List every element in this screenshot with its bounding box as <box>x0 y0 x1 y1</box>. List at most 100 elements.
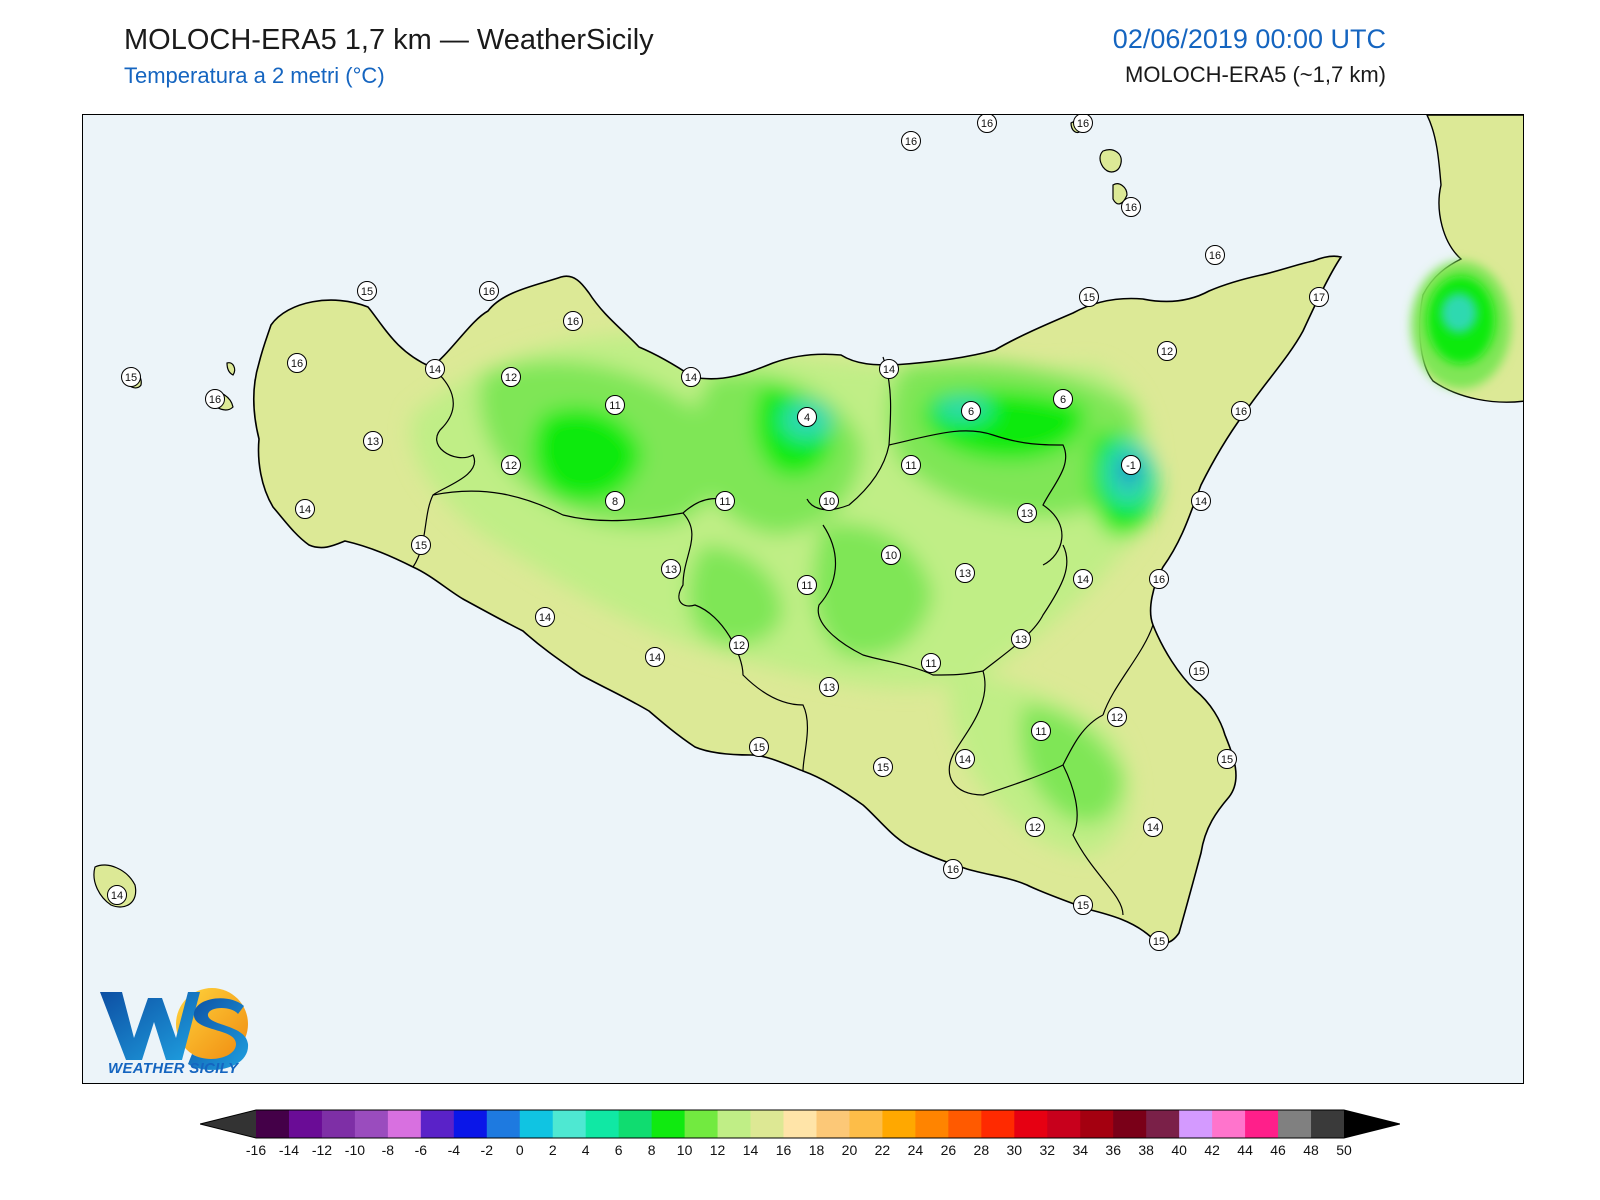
station-value-sicani: 8 <box>605 491 625 511</box>
svg-text:14: 14 <box>429 364 441 376</box>
colorbar-cell <box>585 1110 620 1138</box>
weather-sicily-logo <box>100 988 249 1070</box>
station-value-piazza: 13 <box>1011 629 1031 649</box>
colorbar-tick-label: -2 <box>480 1142 494 1158</box>
map-title: MOLOCH-ERA5 1,7 km — WeatherSicily <box>124 24 654 56</box>
station-labels: 16 16 16 16 16 17 15 12 15 16 16 16 15 16 14 12 14 14 4 11 6… <box>107 115 1329 951</box>
station-value-messina: 17 <box>1309 287 1329 307</box>
station-value-canicatti: 13 <box>819 677 839 697</box>
colorbar-cell <box>552 1110 587 1138</box>
station-value-palermo-n: 16 <box>479 281 499 301</box>
colorbar-tick-label: 4 <box>581 1142 590 1158</box>
colorbar-tick-label: 40 <box>1171 1142 1187 1158</box>
svg-text:8: 8 <box>612 496 618 508</box>
svg-text:13: 13 <box>367 436 379 448</box>
station-value-palazzolo: 12 <box>1107 707 1127 727</box>
svg-text:16: 16 <box>981 118 993 130</box>
colorbar-cell <box>387 1110 422 1138</box>
station-value-termini: 14 <box>681 367 701 387</box>
svg-text:15: 15 <box>877 762 889 774</box>
colorbar-tick-label: 26 <box>940 1142 957 1158</box>
station-value-stromboli: 16 <box>1073 115 1093 133</box>
colorbar-cell <box>651 1110 686 1138</box>
svg-text:16: 16 <box>1235 406 1247 418</box>
svg-text:14: 14 <box>959 754 971 766</box>
station-value-trapani-e: 14 <box>425 359 445 379</box>
colorbar-tick-label: 34 <box>1072 1142 1089 1158</box>
station-value-alcamo: 12 <box>501 455 521 475</box>
station-value-enna: 10 <box>881 545 901 565</box>
station-value-pantelleria: 14 <box>107 885 127 905</box>
svg-text:16: 16 <box>209 394 221 406</box>
colorbar-tick-label: -4 <box>447 1142 461 1158</box>
ws-s-icon <box>188 998 249 1070</box>
colorbar-cell <box>849 1110 883 1138</box>
colorbar-cell <box>1047 1110 1081 1138</box>
colorbar-cell <box>1311 1110 1345 1138</box>
svg-text:10: 10 <box>885 550 897 562</box>
svg-text:11: 11 <box>609 400 620 412</box>
station-value-pozzallo: 15 <box>1073 895 1093 915</box>
colorbar-cell <box>1080 1110 1114 1138</box>
colorbar-tick-label: 36 <box>1105 1142 1121 1158</box>
svg-text:15: 15 <box>1083 292 1095 304</box>
svg-text:16: 16 <box>905 136 917 148</box>
colorbar-over-arrow <box>1344 1110 1400 1138</box>
colorbar-tick-label: 44 <box>1237 1142 1253 1158</box>
station-value-siracusa: 15 <box>1217 749 1237 769</box>
colorbar-tick-label: 18 <box>808 1142 825 1158</box>
header-left: MOLOCH-ERA5 1,7 km — WeatherSicily Tempe… <box>124 24 654 89</box>
station-value-madonie: 4 <box>797 407 817 427</box>
station-value-etna: -1 <box>1121 455 1141 475</box>
svg-text:15: 15 <box>1077 900 1089 912</box>
station-value-cefalu: 14 <box>879 359 899 379</box>
station-value-s-vito: 15 <box>357 281 377 301</box>
station-value-nicosia: 11 <box>901 455 921 475</box>
model-label: MOLOCH-ERA5 (~1,7 km) <box>1125 62 1386 87</box>
colorbar-tick-label: 12 <box>709 1142 726 1158</box>
station-value-partinico: 12 <box>501 367 521 387</box>
valid-datetime: 02/06/2019 00:00 UTC <box>1112 24 1386 54</box>
station-value-lipari-n1: 16 <box>901 131 921 151</box>
colorbar-cell <box>948 1110 982 1138</box>
svg-text:13: 13 <box>665 564 677 576</box>
colorbar-tick-label: 38 <box>1138 1142 1154 1158</box>
header-right: 02/06/2019 00:00 UTC MOLOCH-ERA5 (~1,7 k… <box>1113 24 1386 88</box>
station-value-gela: 14 <box>955 749 975 769</box>
svg-text:12: 12 <box>1111 712 1123 724</box>
temperature-map[interactable]: 16 16 16 16 16 17 15 12 15 16 16 16 15 16 14 12 14 14 4 11 6… <box>82 114 1524 1084</box>
colorbar-cell <box>915 1110 949 1138</box>
svg-text:16: 16 <box>1125 202 1137 214</box>
station-value-agrigento: 15 <box>749 737 769 757</box>
svg-text:14: 14 <box>1195 496 1207 508</box>
station-value-nebrodi-e: 6 <box>1053 389 1073 409</box>
colorbar-cell <box>1278 1110 1312 1138</box>
colorbar-cell <box>288 1110 323 1138</box>
svg-text:15: 15 <box>1193 666 1205 678</box>
station-value-marettimo: 15 <box>121 367 141 387</box>
svg-text:-1: -1 <box>1126 460 1136 472</box>
colorbar-outline <box>200 1109 1400 1139</box>
colorbar-tick-label: 42 <box>1204 1142 1220 1158</box>
station-value-giarre: 14 <box>1191 491 1211 511</box>
station-value-caltagirone: 11 <box>921 653 941 673</box>
colorbar-tick-label: 24 <box>907 1142 924 1158</box>
station-value-paterno: 14 <box>1073 569 1093 589</box>
station-value-licata: 15 <box>873 757 893 777</box>
colorbar-cell <box>486 1110 521 1138</box>
map-canvas: 16 16 16 16 16 17 15 12 15 16 16 16 15 16 14 12 14 14 4 11 6… <box>83 115 1523 1083</box>
colorbar-cell <box>783 1110 817 1138</box>
station-value-corleone: 11 <box>605 395 625 415</box>
colorbar-tick-label: 6 <box>614 1142 623 1158</box>
station-value-lercara: 11 <box>715 491 735 511</box>
svg-text:15: 15 <box>361 286 373 298</box>
svg-text:12: 12 <box>733 640 745 652</box>
colorbar-tick-label: 30 <box>1006 1142 1023 1158</box>
svg-text:15: 15 <box>1153 936 1165 948</box>
svg-text:14: 14 <box>1077 574 1089 586</box>
colorbar-labels: -16 -14 -12 -10 -8 -6 -4 -2 0 2 4 6 8 10 12 14 16 18 20 22 2… <box>0 1142 1600 1162</box>
colorbar-cell <box>1014 1110 1048 1138</box>
station-value-ribera: 14 <box>645 647 665 667</box>
station-value-ragusa: 12 <box>1025 817 1045 837</box>
station-value-acireale: 16 <box>1149 569 1169 589</box>
